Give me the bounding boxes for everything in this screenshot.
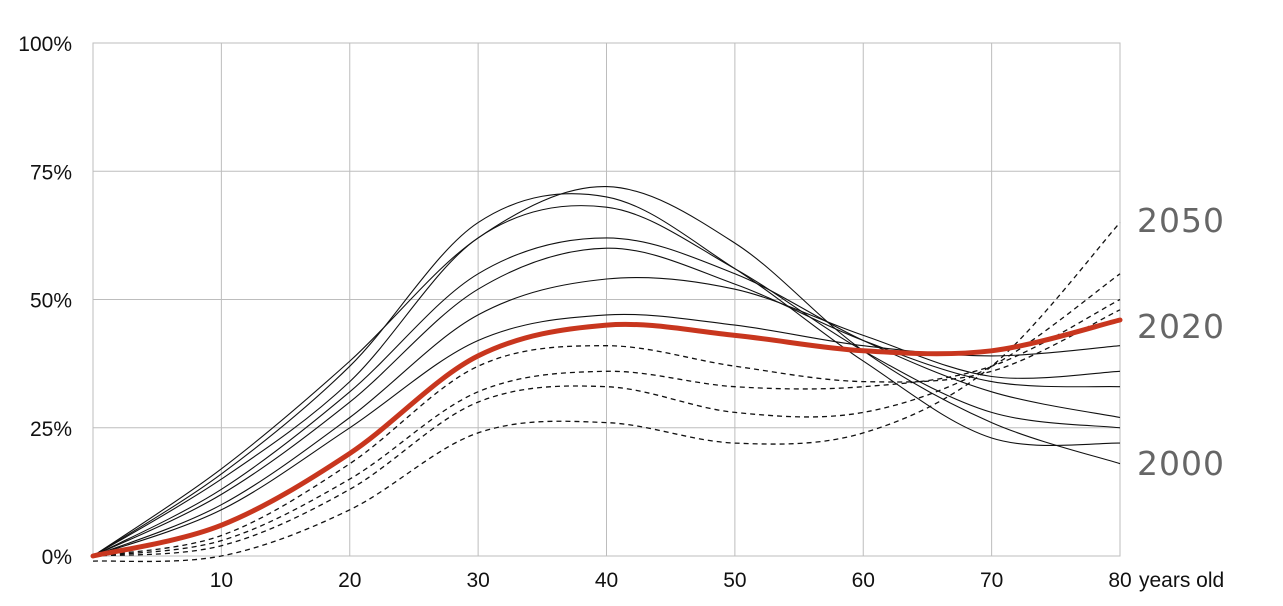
y-tick-label: 75%	[30, 161, 72, 184]
x-tick-label: 10	[210, 569, 233, 592]
series-line-solid-0	[92, 186, 1121, 557]
x-axis-label: years old	[1139, 569, 1224, 592]
x-tick-label: 60	[852, 569, 875, 592]
x-tick-label: 80	[1108, 569, 1131, 592]
series-line-solid-4	[92, 247, 1121, 557]
series-label-2050: 2050	[1137, 201, 1225, 240]
y-tick-label: 50%	[30, 290, 72, 313]
series-line-dashed-11	[92, 222, 1121, 563]
series-line-solid-2	[92, 205, 1121, 557]
series-label-2000: 2000	[1137, 444, 1225, 483]
x-tick-label: 40	[595, 569, 618, 592]
series-line-dashed-10	[92, 273, 1121, 557]
series-line-dashed-9	[92, 298, 1121, 557]
y-tick-label: 100%	[18, 33, 72, 56]
x-tick-label: 20	[338, 569, 361, 592]
series-line-highlight	[90, 317, 1123, 559]
series-line-solid-1	[92, 193, 1121, 557]
y-tick-label: 0%	[42, 546, 72, 569]
x-tick-label: 70	[980, 569, 1003, 592]
series-label-2020: 2020	[1137, 307, 1225, 346]
series-line-solid-5	[92, 276, 1121, 557]
x-tick-label: 30	[466, 569, 489, 592]
x-tick-label: 50	[723, 569, 746, 592]
y-tick-label: 25%	[30, 418, 72, 441]
series-line-dashed-8	[92, 309, 1121, 557]
highlight-series	[90, 317, 1123, 559]
grid	[92, 42, 1121, 557]
series-line-solid-3	[92, 237, 1121, 557]
tick-labels: 0% 25% 50% 75% 100% 10 20 30 40 50 60 70 80	[18, 33, 1131, 592]
